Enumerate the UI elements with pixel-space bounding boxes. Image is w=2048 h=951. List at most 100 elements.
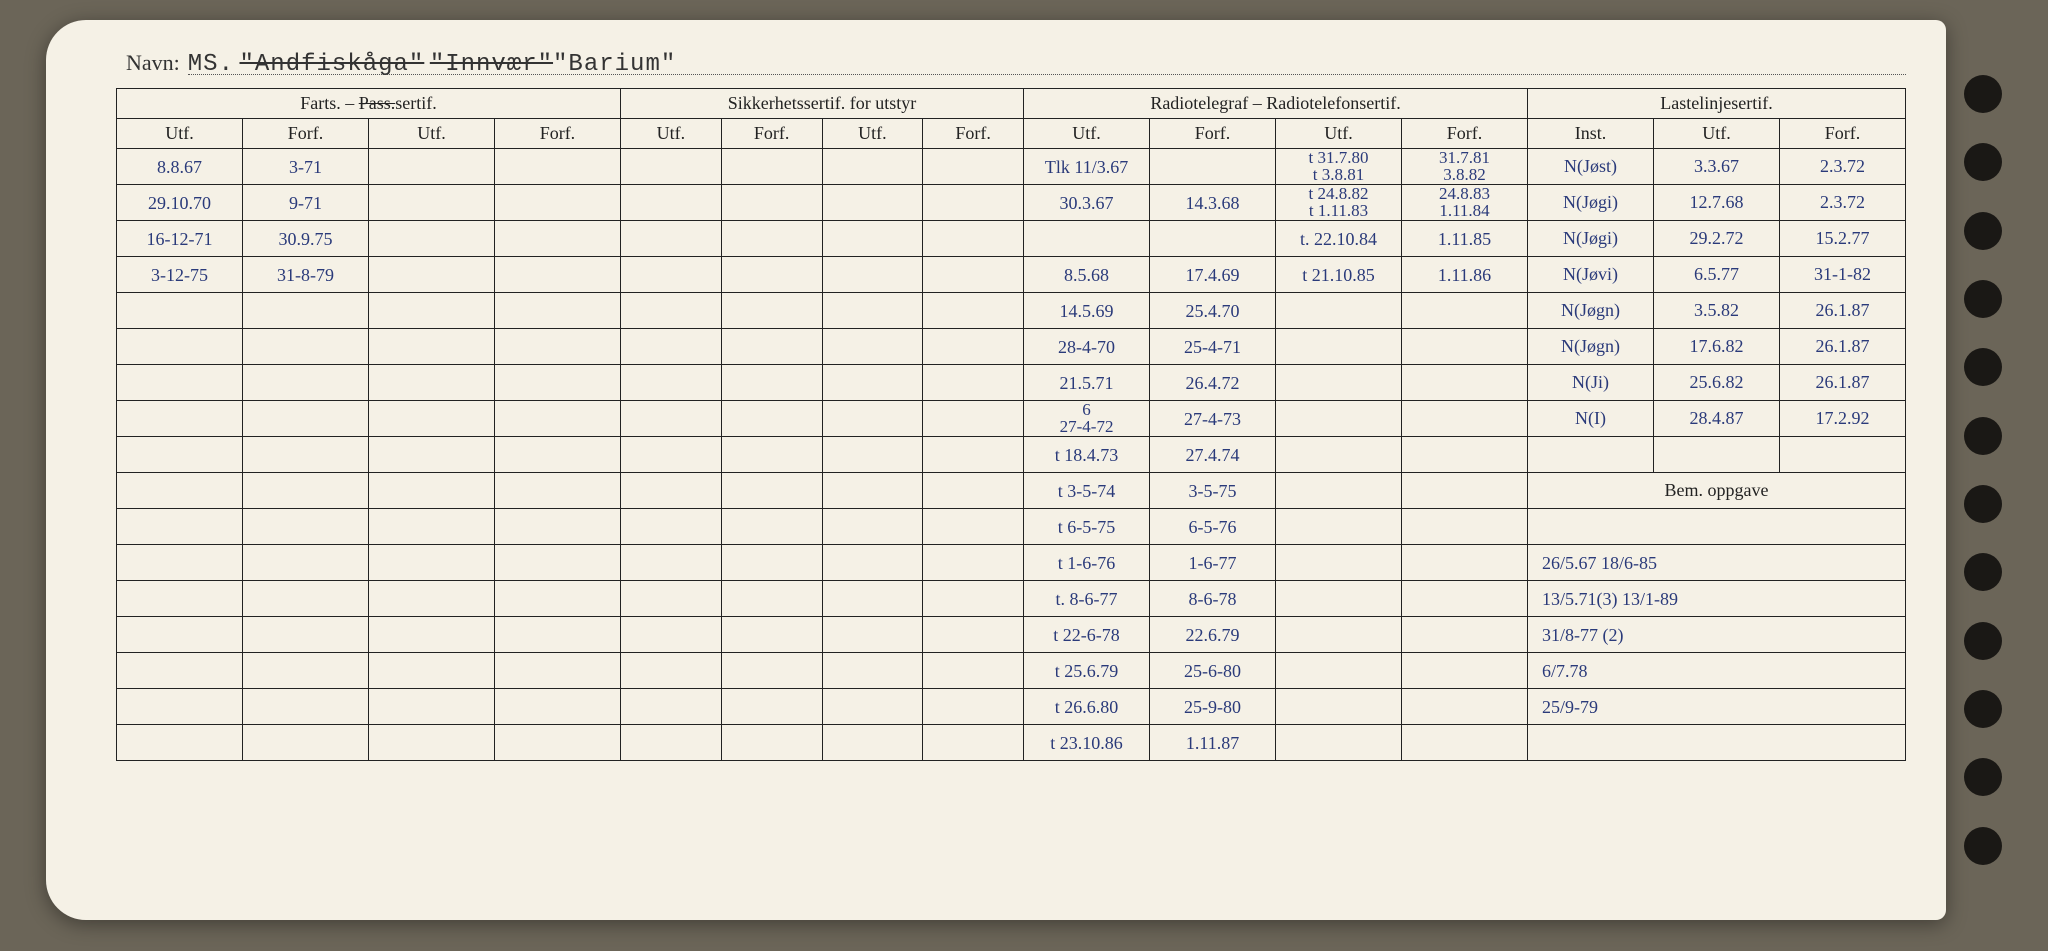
farts-cell bbox=[368, 149, 494, 185]
sikkerhet-cell bbox=[822, 365, 923, 401]
sikkerhet-cell bbox=[923, 509, 1024, 545]
sikkerhet-cell bbox=[721, 689, 822, 725]
bem-cell: 25/9-79 bbox=[1528, 689, 1906, 725]
radio-cell bbox=[1276, 401, 1402, 437]
index-card: Navn: MS. "Andfiskåga" "Innvær" "Barium"… bbox=[46, 20, 1946, 920]
farts-cell bbox=[368, 257, 494, 293]
sub-forf: Forf. bbox=[923, 119, 1024, 149]
sikkerhet-cell bbox=[923, 473, 1024, 509]
radio-cell: 27-4-73 bbox=[1150, 401, 1276, 437]
farts-cell: 16-12-71 bbox=[117, 221, 243, 257]
hole bbox=[1964, 827, 2002, 865]
farts-cell bbox=[368, 653, 494, 689]
radio-cell bbox=[1150, 221, 1276, 257]
sikkerhet-cell bbox=[620, 149, 721, 185]
hole bbox=[1964, 553, 2002, 591]
radio-cell bbox=[1402, 509, 1528, 545]
radio-cell: t. 8-6-77 bbox=[1024, 581, 1150, 617]
radio-cell bbox=[1276, 329, 1402, 365]
binder-holes bbox=[1964, 20, 2002, 920]
hole bbox=[1964, 280, 2002, 318]
farts-cell bbox=[242, 545, 368, 581]
laste-cell: 3.3.67 bbox=[1653, 149, 1779, 185]
radio-cell bbox=[1402, 473, 1528, 509]
farts-cell bbox=[117, 725, 243, 761]
farts-cell bbox=[494, 293, 620, 329]
radio-cell: 627-4-72 bbox=[1024, 401, 1150, 437]
laste-cell: 12.7.68 bbox=[1653, 185, 1779, 221]
farts-cell bbox=[242, 365, 368, 401]
farts-cell bbox=[117, 653, 243, 689]
hole bbox=[1964, 348, 2002, 386]
laste-cell: 17.6.82 bbox=[1653, 329, 1779, 365]
certificate-table: Farts. – Pass.sertif. Sikkerhetssertif. … bbox=[116, 88, 1906, 761]
sikkerhet-cell bbox=[721, 329, 822, 365]
sikkerhet-cell bbox=[822, 509, 923, 545]
radio-cell: t 26.6.80 bbox=[1024, 689, 1150, 725]
farts-cell bbox=[368, 185, 494, 221]
farts-cell bbox=[494, 725, 620, 761]
sikkerhet-cell bbox=[721, 473, 822, 509]
farts-cell bbox=[494, 257, 620, 293]
hole bbox=[1964, 417, 2002, 455]
radio-cell: t. 22.10.84 bbox=[1276, 221, 1402, 257]
radio-cell bbox=[1024, 221, 1150, 257]
sikkerhet-cell bbox=[822, 653, 923, 689]
navn-prefix: MS. bbox=[188, 51, 234, 78]
radio-cell bbox=[1276, 725, 1402, 761]
farts-cell bbox=[494, 365, 620, 401]
sikkerhet-cell bbox=[620, 509, 721, 545]
farts-cell bbox=[242, 293, 368, 329]
farts-cell bbox=[494, 581, 620, 617]
laste-cell: 2.3.72 bbox=[1779, 185, 1905, 221]
bem-cell: 26/5.67 18/6-85 bbox=[1528, 545, 1906, 581]
radio-cell bbox=[1276, 365, 1402, 401]
laste-cell: N(Jøvi) bbox=[1528, 257, 1654, 293]
farts-cell bbox=[368, 473, 494, 509]
radio-cell: t 3-5-74 bbox=[1024, 473, 1150, 509]
sikkerhet-cell bbox=[923, 545, 1024, 581]
radio-cell bbox=[1276, 617, 1402, 653]
radio-cell bbox=[1276, 473, 1402, 509]
bem-cell bbox=[1528, 725, 1906, 761]
farts-cell: 9-71 bbox=[242, 185, 368, 221]
farts-cell: 31-8-79 bbox=[242, 257, 368, 293]
hole bbox=[1964, 690, 2002, 728]
farts-cell bbox=[242, 473, 368, 509]
farts-cell bbox=[494, 437, 620, 473]
navn-name2-struck: "Innvær" bbox=[430, 51, 553, 78]
radio-cell bbox=[1276, 437, 1402, 473]
sikkerhet-cell bbox=[620, 365, 721, 401]
radio-cell: 28-4-70 bbox=[1024, 329, 1150, 365]
radio-cell: 3-5-75 bbox=[1150, 473, 1276, 509]
sikkerhet-cell bbox=[923, 185, 1024, 221]
farts-cell bbox=[242, 581, 368, 617]
sikkerhet-cell bbox=[822, 293, 923, 329]
radio-cell: t 31.7.80t 3.8.81 bbox=[1276, 149, 1402, 185]
farts-cell: 30.9.75 bbox=[242, 221, 368, 257]
radio-cell: 27.4.74 bbox=[1150, 437, 1276, 473]
bem-cell: 13/5.71(3) 13/1-89 bbox=[1528, 581, 1906, 617]
hole bbox=[1964, 622, 2002, 660]
sub-forf: Forf. bbox=[721, 119, 822, 149]
farts-cell bbox=[117, 581, 243, 617]
sikkerhet-cell bbox=[923, 617, 1024, 653]
bem-cell: 6/7.78 bbox=[1528, 653, 1906, 689]
farts-cell bbox=[242, 617, 368, 653]
radio-cell: t 25.6.79 bbox=[1024, 653, 1150, 689]
farts-cell bbox=[494, 329, 620, 365]
sikkerhet-cell bbox=[822, 581, 923, 617]
radio-cell: 6-5-76 bbox=[1150, 509, 1276, 545]
radio-cell: t 1-6-76 bbox=[1024, 545, 1150, 581]
farts-cell bbox=[117, 329, 243, 365]
laste-cell: N(Jøgn) bbox=[1528, 329, 1654, 365]
sikkerhet-cell bbox=[923, 149, 1024, 185]
farts-cell bbox=[368, 401, 494, 437]
radio-cell: 30.3.67 bbox=[1024, 185, 1150, 221]
farts-cell bbox=[494, 689, 620, 725]
laste-cell: 28.4.87 bbox=[1653, 401, 1779, 437]
farts-cell bbox=[117, 293, 243, 329]
radio-cell: 1.11.87 bbox=[1150, 725, 1276, 761]
radio-cell: t 22-6-78 bbox=[1024, 617, 1150, 653]
laste-cell: N(Ji) bbox=[1528, 365, 1654, 401]
